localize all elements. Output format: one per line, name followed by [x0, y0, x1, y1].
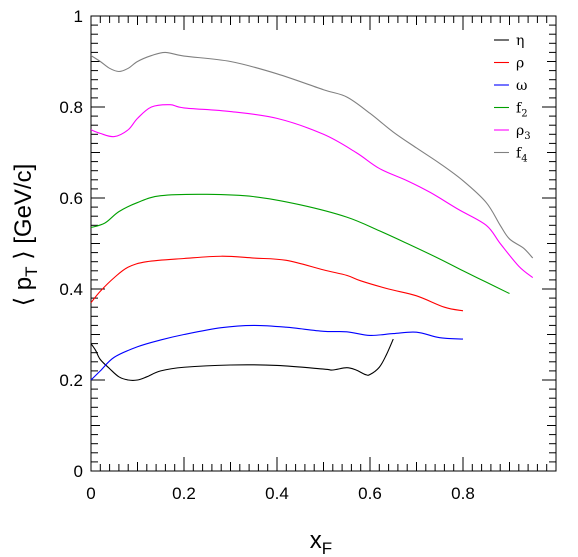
- legend-label-sub: 2: [521, 109, 527, 120]
- x-axis-title: xF: [310, 527, 332, 557]
- series-line-1: [90, 255, 464, 312]
- x-axis-title-main: x: [310, 527, 322, 554]
- legend-item: ρ: [494, 56, 524, 72]
- y-tick-label: 0.6: [59, 189, 83, 208]
- legend-label: f4: [516, 146, 528, 165]
- legend-label-main: η: [516, 33, 524, 49]
- legend-label: ρ3: [516, 123, 531, 142]
- y-axis-title-sub: T: [22, 266, 41, 276]
- x-axis: 0 0.2 0.4 0.6 0.8: [86, 16, 557, 503]
- x-tick-label: 0: [86, 484, 95, 503]
- legend-label-sub: 3: [524, 131, 530, 142]
- x-axis-title-sub: F: [322, 539, 332, 557]
- y-axis-title-pre: ⟨ p: [10, 277, 37, 306]
- x-tick-label: 0.8: [451, 484, 475, 503]
- y-tick-label: 0: [74, 462, 83, 481]
- legend-label: f2: [516, 101, 528, 120]
- series-line-3: [90, 193, 510, 295]
- series-line-0: [90, 338, 394, 381]
- legend-item: f4: [494, 146, 528, 165]
- series-line-5: [90, 51, 534, 259]
- legend-item: ρ3: [494, 123, 531, 142]
- series-lines: [90, 51, 534, 381]
- x-tick-label: 0.4: [265, 484, 289, 503]
- y-tick-label: 1: [74, 7, 83, 26]
- legend-label: η: [516, 33, 524, 49]
- legend-label: ρ: [516, 56, 524, 72]
- y-axis: 0 0.2 0.4 0.6 0.8 1: [59, 7, 556, 481]
- legend-label-main: f: [516, 146, 523, 162]
- y-axis-title-post: ⟩ [GeV/c]: [10, 164, 37, 267]
- plot-frame: [90, 15, 557, 472]
- legend-label-main: ω: [516, 78, 527, 94]
- y-axis-title: ⟨ pT ⟩ [GeV/c]: [10, 164, 41, 307]
- legend-label-sub: 4: [521, 154, 527, 165]
- y-tick-label: 0.4: [59, 280, 83, 299]
- legend-label-main: f: [516, 101, 523, 117]
- legend-label-main: ρ: [516, 56, 524, 72]
- legend-label: ω: [516, 78, 527, 94]
- legend-item: ω: [494, 78, 527, 94]
- series-line-4: [90, 104, 534, 279]
- y-tick-label: 0.2: [59, 371, 83, 390]
- series-line-2: [90, 324, 464, 381]
- x-tick-label: 0.2: [172, 484, 196, 503]
- legend-item: f2: [494, 101, 528, 120]
- y-tick-label: 0.8: [59, 98, 83, 117]
- x-tick-label: 0.6: [358, 484, 382, 503]
- legend-item: η: [494, 33, 524, 49]
- legend-label-main: ρ: [516, 123, 524, 139]
- plot-border: [90, 15, 557, 472]
